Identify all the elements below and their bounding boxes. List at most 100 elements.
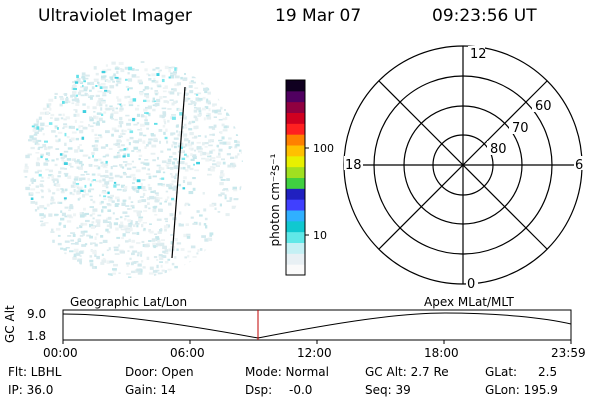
disk-pixel bbox=[199, 248, 203, 251]
disk-pixel bbox=[74, 119, 77, 123]
disk-pixel bbox=[164, 200, 167, 203]
disk-pixel bbox=[204, 249, 207, 253]
disk-pixel bbox=[192, 256, 197, 258]
disk-pixel bbox=[99, 135, 103, 139]
disk-pixel bbox=[177, 92, 180, 96]
disk-pixel bbox=[109, 222, 112, 226]
disk-pixel bbox=[180, 76, 183, 80]
disk-pixel bbox=[62, 127, 65, 130]
disk-pixel bbox=[39, 220, 44, 223]
disk-pixel bbox=[126, 264, 129, 267]
disk-pixel bbox=[187, 165, 191, 169]
disk-pixel bbox=[131, 150, 135, 152]
disk-pixel bbox=[172, 152, 177, 155]
disk-pixel bbox=[196, 107, 201, 111]
disk-pixel bbox=[115, 196, 120, 200]
disk-pixel bbox=[142, 222, 147, 224]
disk-pixel bbox=[152, 97, 155, 101]
disk-pixel bbox=[153, 196, 157, 200]
disk-pixel bbox=[154, 80, 159, 84]
disk-pixel bbox=[222, 161, 226, 165]
colorbar-tick-100: 100 bbox=[313, 142, 334, 155]
disk-pixel bbox=[208, 108, 211, 112]
disk-pixel bbox=[93, 115, 97, 119]
disk-pixel bbox=[186, 236, 191, 239]
disk-pixel bbox=[162, 90, 167, 93]
disk-pixel bbox=[204, 90, 208, 94]
disk-pixel bbox=[58, 201, 63, 204]
colorbar-swatch bbox=[286, 177, 305, 189]
disk-pixel bbox=[72, 256, 77, 260]
disk-pixel bbox=[187, 140, 191, 144]
disk-pixel bbox=[73, 113, 77, 117]
disk-pixel bbox=[126, 229, 131, 232]
disk-pixel bbox=[25, 186, 30, 191]
disk-pixel bbox=[193, 109, 198, 113]
disk-pixel bbox=[119, 175, 123, 179]
disk-pixel bbox=[170, 234, 174, 236]
disk-pixel bbox=[156, 218, 162, 221]
disk-pixel bbox=[110, 118, 114, 120]
disk-pixel bbox=[102, 239, 108, 243]
disk-pixel bbox=[100, 161, 104, 164]
disk-pixel bbox=[164, 249, 169, 252]
disk-pixel bbox=[184, 97, 190, 101]
disk-pixel bbox=[132, 206, 135, 209]
disk-pixel bbox=[79, 89, 84, 93]
disk-pixel bbox=[163, 100, 168, 103]
disk-pixel bbox=[121, 166, 125, 169]
disk-pixel bbox=[201, 157, 206, 160]
disk-pixel bbox=[209, 166, 214, 169]
disk-pixel bbox=[136, 213, 141, 217]
gc-alt-readout: GC Alt: 2.7 Re bbox=[365, 365, 449, 379]
disk-pixel-bright bbox=[113, 184, 117, 188]
disk-pixel bbox=[166, 165, 169, 169]
disk-pixel bbox=[123, 225, 129, 229]
disk-pixel bbox=[104, 175, 109, 178]
disk-pixel-bright bbox=[127, 153, 130, 157]
disk-pixel bbox=[139, 123, 145, 127]
disk-pixel bbox=[124, 217, 127, 221]
disk-pixel bbox=[221, 123, 225, 127]
disk-pixel bbox=[153, 77, 156, 81]
disk-pixel bbox=[121, 133, 126, 135]
disk-pixel bbox=[147, 105, 152, 109]
disk-pixel bbox=[50, 231, 55, 233]
disk-pixel-bright bbox=[184, 153, 187, 156]
disk-pixel bbox=[187, 254, 190, 258]
disk-pixel bbox=[125, 114, 130, 117]
disk-pixel bbox=[39, 213, 44, 217]
disk-pixel bbox=[125, 240, 129, 243]
disk-pixel bbox=[137, 251, 140, 255]
mlt-label-18: 18 bbox=[345, 158, 362, 173]
disk-pixel bbox=[222, 129, 228, 132]
disk-pixel bbox=[196, 146, 199, 149]
disk-pixel bbox=[54, 117, 58, 121]
disk-pixel bbox=[156, 170, 161, 174]
disk-pixel bbox=[74, 98, 80, 102]
disk-pixel bbox=[132, 140, 136, 143]
disk-pixel bbox=[147, 183, 151, 187]
disk-pixel bbox=[126, 122, 131, 126]
disk-pixel bbox=[129, 136, 134, 140]
disk-pixel bbox=[86, 234, 91, 237]
disk-pixel bbox=[116, 236, 121, 239]
disk-pixel bbox=[164, 270, 167, 274]
disk-pixel bbox=[176, 82, 181, 86]
disk-pixel bbox=[46, 104, 49, 108]
disk-pixel bbox=[197, 135, 202, 137]
disk-pixel bbox=[219, 175, 223, 179]
disk-pixel bbox=[220, 179, 226, 181]
disk-pixel bbox=[182, 180, 186, 183]
disk-pixel bbox=[94, 243, 98, 247]
disk-pixel bbox=[81, 177, 86, 181]
disk-pixel bbox=[37, 147, 40, 150]
disk-pixel bbox=[193, 125, 198, 130]
disk-pixel bbox=[95, 72, 99, 76]
disk-pixel bbox=[64, 198, 67, 202]
disk-pixel bbox=[218, 193, 222, 197]
disk-pixel bbox=[48, 174, 53, 177]
disk-pixel bbox=[178, 223, 182, 227]
disk-pixel bbox=[160, 150, 164, 153]
disk-pixel bbox=[147, 141, 152, 145]
